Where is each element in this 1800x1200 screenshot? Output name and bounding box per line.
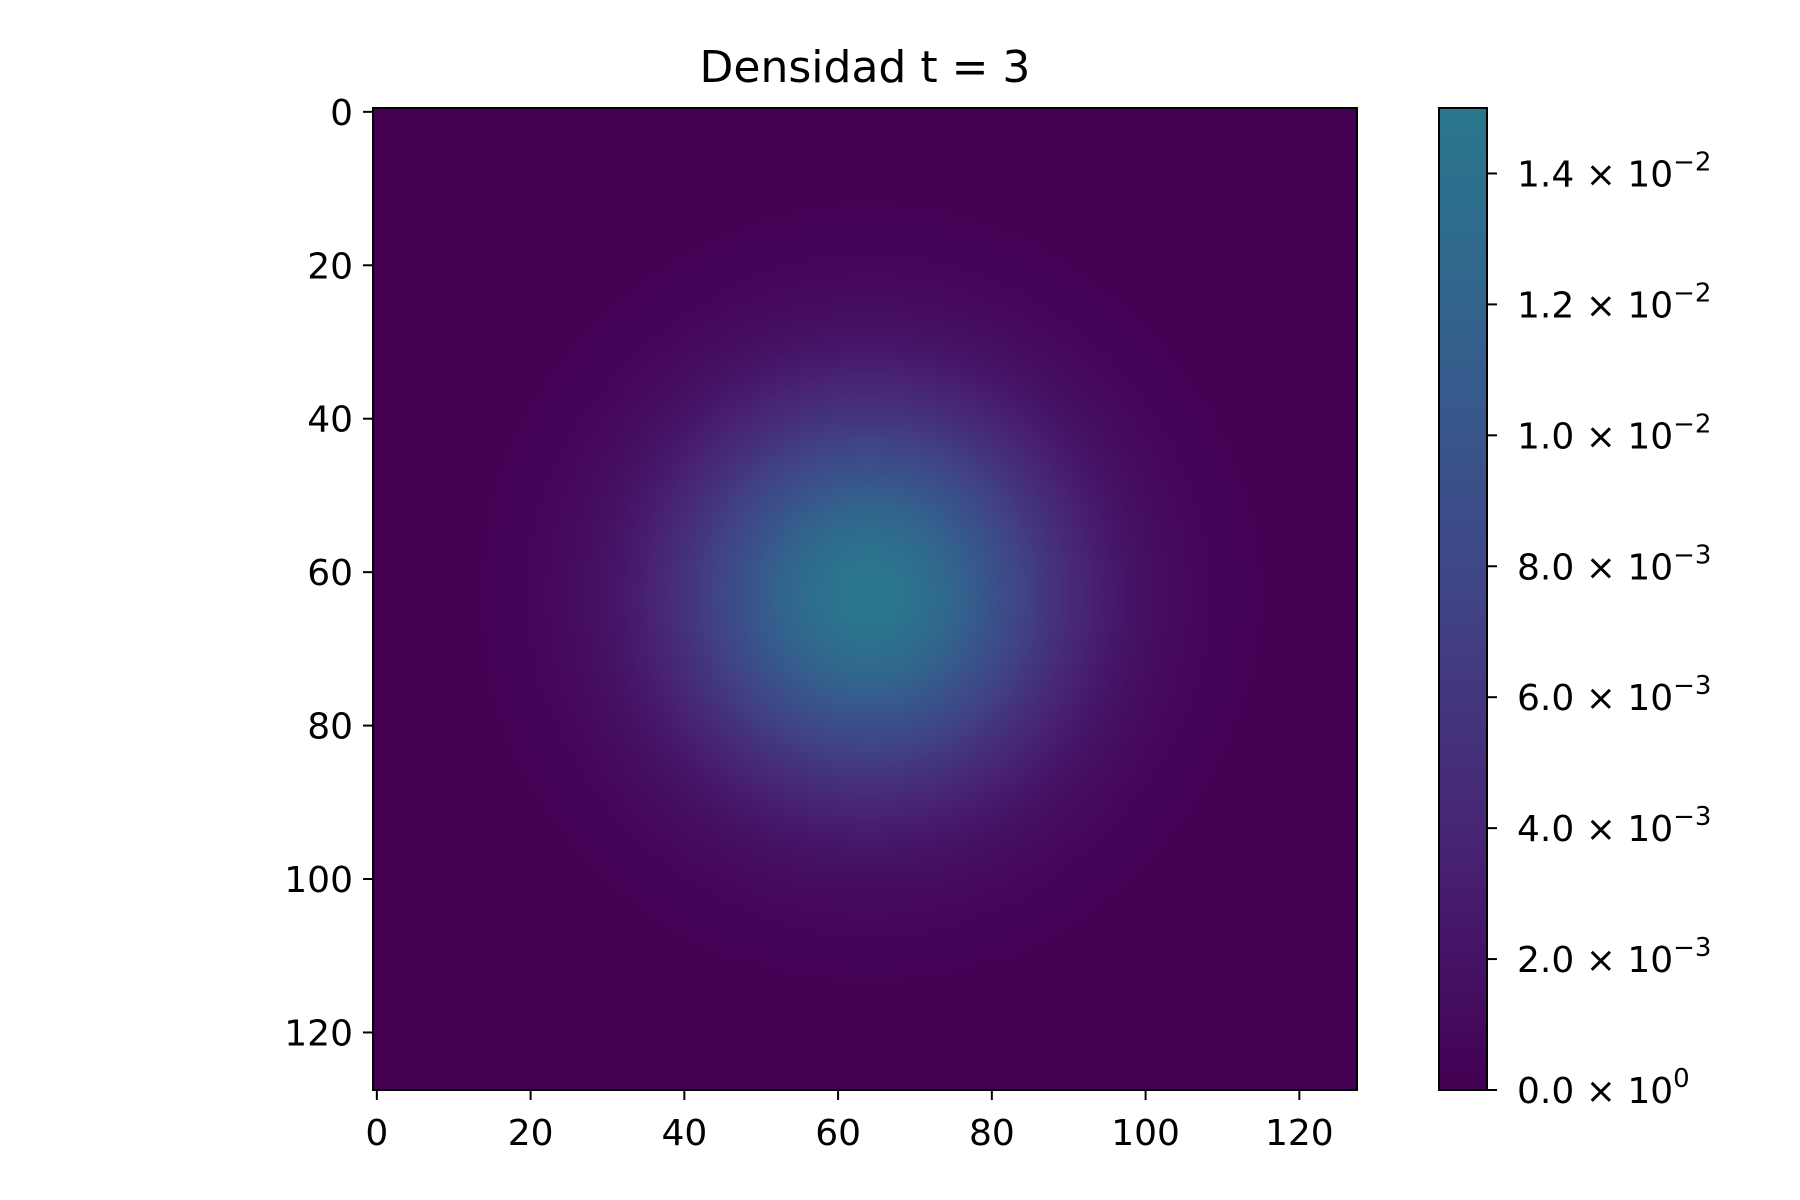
y-tick-label: 0	[330, 93, 353, 134]
y-tick-label: 60	[307, 553, 353, 594]
plot-frame	[372, 107, 1358, 1091]
x-tick-label: 80	[969, 1113, 1015, 1154]
x-axis: 0 20 40 60 80 100 120	[365, 1090, 1334, 1154]
colorbar-tick-label: 1.0 × 10−2	[1517, 409, 1711, 457]
colorbar-frame	[1438, 107, 1488, 1091]
chart-title: Densidad t = 3	[700, 42, 1031, 93]
y-tick-label: 100	[284, 860, 353, 901]
colorbar-tick-label: 2.0 × 10−3	[1517, 933, 1711, 981]
x-tick-label: 40	[661, 1113, 707, 1154]
x-tick-label: 100	[1111, 1113, 1180, 1154]
x-tick-label: 0	[365, 1113, 388, 1154]
y-tick-label: 80	[307, 707, 353, 748]
x-tick-label: 120	[1265, 1113, 1334, 1154]
x-tick-label: 20	[508, 1113, 554, 1154]
colorbar-ticks: 0.0 × 100 2.0 × 10−3 4.0 × 10−3 6.0 × 10−3 8…	[1487, 147, 1711, 1112]
y-axis: 0 20 40 60 80 100 120	[284, 93, 373, 1054]
colorbar: 0.0 × 100 2.0 × 10−3 4.0 × 10−3 6.0 × 10−3 8…	[1438, 107, 1711, 1112]
colorbar-tick-label: 8.0 × 10−3	[1517, 540, 1711, 588]
colorbar-tick-label: 0.0 × 100	[1517, 1064, 1690, 1112]
y-tick-label: 20	[307, 246, 353, 287]
colorbar-tick-label: 1.4 × 10−2	[1517, 147, 1711, 195]
heatmap-image	[373, 108, 1357, 1090]
colorbar-tick-label: 6.0 × 10−3	[1517, 671, 1711, 719]
y-tick-label: 40	[307, 400, 353, 441]
plot-area	[372, 107, 1358, 1091]
colorbar-gradient	[1439, 108, 1487, 1090]
x-tick-label: 60	[815, 1113, 861, 1154]
colorbar-tick-label: 1.2 × 10−2	[1517, 278, 1711, 326]
colorbar-tick-label: 4.0 × 10−3	[1517, 802, 1711, 850]
y-tick-label: 120	[284, 1013, 353, 1054]
